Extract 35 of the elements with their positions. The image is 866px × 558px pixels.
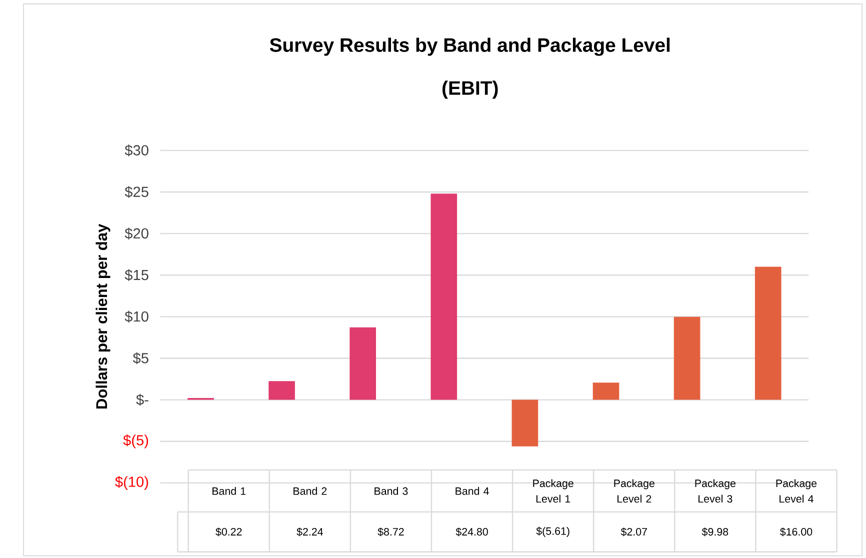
x-tick-label: Band 1 bbox=[212, 487, 246, 495]
y-tick-label: $15 bbox=[124, 269, 148, 282]
data-label: $8.72 bbox=[378, 528, 404, 536]
y-tick-label: $- bbox=[136, 394, 148, 406]
bar bbox=[430, 194, 458, 400]
bar bbox=[350, 327, 376, 400]
data-label: $16.00 bbox=[780, 528, 812, 536]
y-tick-label: $25 bbox=[124, 186, 148, 198]
bar bbox=[674, 316, 700, 400]
y-tick-label: $5 bbox=[132, 352, 148, 364]
bar bbox=[754, 266, 782, 400]
x-tick-label: Band 2 bbox=[294, 487, 327, 495]
chart-title: Survey Results by Band and Package Level bbox=[270, 38, 670, 56]
y-tick-label: $30 bbox=[124, 144, 148, 156]
y-tick-label: $10 bbox=[124, 310, 148, 323]
y-axis-title: Dollars per client per day bbox=[96, 224, 110, 409]
bar bbox=[268, 381, 295, 400]
chart-subtitle: (EBIT) bbox=[442, 80, 498, 99]
x-tick-label: Package Level 1 bbox=[533, 479, 574, 503]
x-tick-label: Band 3 bbox=[374, 487, 408, 495]
data-label: $2.07 bbox=[620, 528, 647, 536]
data-label: $9.98 bbox=[702, 528, 728, 536]
data-label: $(5.61) bbox=[536, 526, 570, 538]
x-tick-label: Package Level 2 bbox=[614, 479, 654, 503]
x-tick-label: Package Level 3 bbox=[695, 479, 736, 503]
y-tick-label: $(10) bbox=[115, 476, 148, 490]
data-label: $24.80 bbox=[456, 528, 488, 536]
y-tick-label: $20 bbox=[124, 228, 148, 240]
data-label: $0.22 bbox=[216, 528, 242, 536]
bar bbox=[512, 400, 538, 447]
x-tick-label: Band 4 bbox=[456, 487, 489, 495]
x-tick-label: Package Level 4 bbox=[776, 479, 817, 503]
bar bbox=[592, 382, 620, 400]
y-tick-label: $(5) bbox=[123, 434, 148, 448]
data-label: $2.24 bbox=[296, 528, 323, 536]
